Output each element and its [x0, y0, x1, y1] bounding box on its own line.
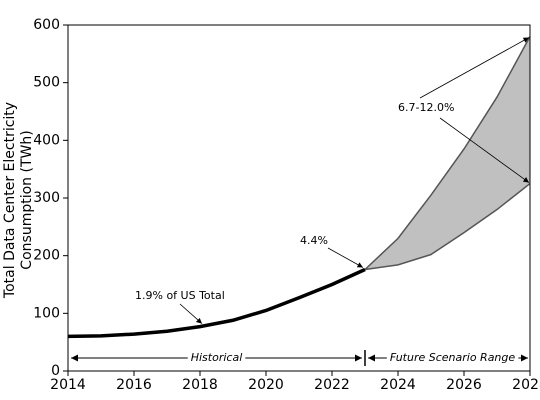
line [67, 267, 366, 339]
annotation-arrow [179, 303, 203, 324]
x-tick-label: 2020 [248, 377, 284, 393]
annotation: 6.7-12.0% [398, 101, 454, 114]
annotation-arrow [327, 247, 364, 268]
y-tick-label: 600 [33, 17, 60, 33]
band-edge-upper [364, 36, 531, 271]
x-tick-label: 2016 [116, 377, 152, 393]
y-tick-label: 500 [33, 75, 60, 91]
y-axis-label: Consumption (TWh) [19, 130, 35, 269]
x-tick-label: 2022 [314, 377, 350, 393]
annotation-arrow [419, 37, 530, 99]
band-edge-lower [364, 182, 531, 271]
range-label-bg [187, 351, 246, 364]
range-label-bg [386, 351, 519, 364]
x-tick-label: 2024 [380, 377, 416, 393]
annotation: 4.4% [300, 234, 328, 247]
annotation: 1.9% of US Total [135, 289, 225, 302]
x-tick-label: 2014 [50, 377, 86, 393]
annotation-arrow [439, 117, 530, 183]
y-tick-label: 300 [33, 190, 60, 206]
scenario-band [365, 36, 530, 270]
y-tick-label: 400 [33, 132, 60, 148]
range-label: Historical [191, 351, 243, 364]
range-label: Future Scenario Range [390, 351, 516, 364]
x-tick-label: 2026 [446, 377, 482, 393]
y-tick-label: 200 [33, 248, 60, 264]
y-tick-label: 100 [33, 305, 60, 321]
x-tick-label: 2028 [512, 377, 540, 393]
y-axis-label: Total Data Center Electricity [2, 102, 18, 299]
x-tick-label: 2018 [182, 377, 218, 393]
y-tick-label: 0 [51, 363, 60, 379]
